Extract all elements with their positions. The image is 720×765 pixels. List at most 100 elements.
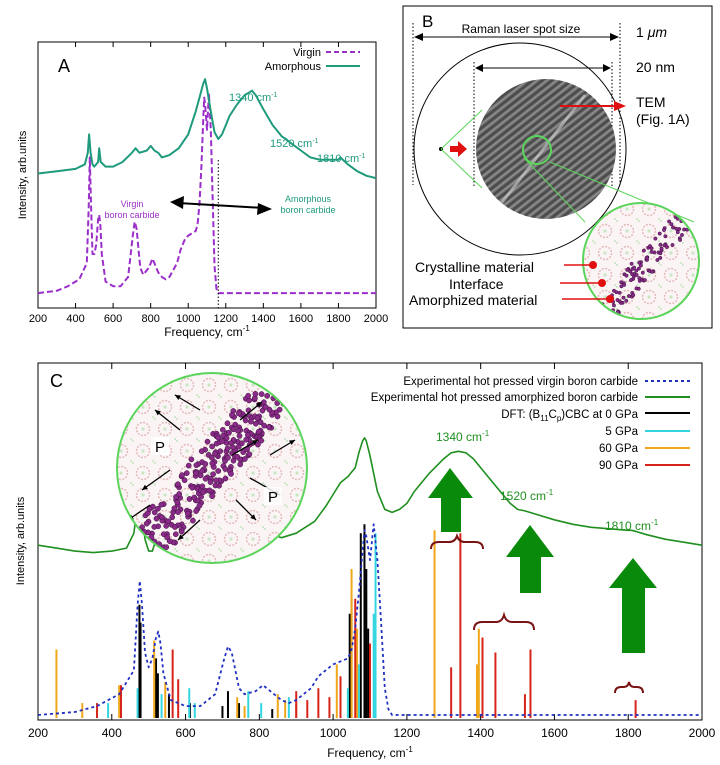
panel-c-legend: Experimental hot pressed virgin boron ca… [371, 376, 690, 472]
legend-c-virgin-label: Experimental hot pressed virgin boron ca… [403, 376, 638, 388]
amorphous-atom [207, 479, 214, 485]
amorphous-atom [595, 313, 600, 318]
brace-icon-1340 [430, 532, 484, 550]
legend-c-60gpa-label: 60 GPa [599, 443, 639, 455]
amorphous-atom [210, 471, 216, 478]
inset-atomic-image [117, 373, 307, 563]
amorphous-atom [172, 531, 179, 538]
amorphous-atom [608, 318, 613, 319]
amorphous-atom [680, 233, 684, 237]
amorphous-atom [179, 472, 185, 478]
amorphous-atom [631, 293, 636, 298]
amorphous-atom [226, 429, 232, 436]
amorphous-atom [606, 317, 610, 319]
amorphous-atom [190, 517, 196, 524]
amorphous-atom [653, 236, 658, 241]
amorphous-atom [259, 407, 266, 414]
panel-a-tick-label: 1400 [251, 313, 275, 325]
amorphous-atom [266, 406, 273, 413]
amorphous-atom [146, 506, 153, 512]
panel-a-tick-label: 1800 [326, 313, 350, 325]
amorphous-atom [245, 392, 252, 399]
amorphous-atom [188, 456, 195, 463]
panel-a-annotation-1810: 1810 cm-1 [317, 153, 366, 165]
amorphous-atom [638, 263, 643, 268]
amorphous-atom [277, 393, 284, 400]
amorphous-atom [204, 438, 211, 445]
scale-20nm-label: 20 nm [636, 59, 675, 75]
amorphous-atom [151, 524, 158, 530]
amorphous-atom [194, 497, 201, 504]
panel-a-tick-label: 600 [104, 313, 122, 325]
panel-c-dft-sticks [55, 524, 637, 718]
region-virgin-line1: Virgin [121, 199, 144, 209]
amorphous-atom [663, 234, 668, 239]
panel-c-tick-label: 200 [28, 726, 48, 740]
amorphous-atom [674, 226, 679, 231]
panel-a-series [37, 78, 377, 295]
inset-arrowhead-icon [142, 484, 148, 490]
amorphous-atom [658, 255, 663, 260]
amorphous-atom [671, 225, 675, 230]
amorphous-atom [644, 255, 649, 260]
brace-icon-1810 [614, 681, 644, 694]
panel-c-tick-label: 1200 [394, 726, 421, 740]
inset-arrowhead-icon [252, 440, 258, 445]
amorphous-atom [169, 514, 176, 521]
panel-a-tick-label: 2000 [364, 313, 388, 325]
amorphous-atom [189, 484, 196, 491]
amorphous-atom [258, 437, 265, 444]
inset-arrowhead-icon [175, 395, 181, 400]
amorphous-atom [630, 272, 635, 277]
amorphous-atom [642, 278, 647, 283]
amorphous-atom [252, 391, 259, 397]
amorphous-atom [256, 377, 263, 384]
amorphous-atom [624, 273, 629, 278]
amorphous-atom [235, 410, 242, 417]
inset-arrowhead-icon [250, 514, 256, 520]
panel-a-annotation-1340: 1340 cm-1 [229, 92, 278, 104]
amorphous-atom [679, 207, 684, 212]
panel-a-legend: Virgin Amorphous [265, 47, 360, 73]
legend-c-amorphized-label: Experimental hot pressed amorphized boro… [371, 392, 638, 404]
amorphous-atom [669, 222, 674, 227]
amorphous-atom [648, 244, 652, 249]
amorphous-atom [206, 487, 213, 494]
amorphous-atom [594, 306, 599, 311]
amorphous-atom [186, 496, 193, 502]
amorphous-atom [629, 261, 634, 266]
tem-pointer-icon [614, 101, 626, 111]
amorphous-atom [610, 313, 615, 318]
tem-zoom-circle [522, 135, 552, 165]
amorphous-atom [193, 462, 200, 469]
amorphous-atom [625, 267, 630, 272]
amorphous-atom [230, 426, 237, 433]
amorphous-atom [641, 248, 646, 253]
amorphous-atom [199, 483, 206, 490]
legend-c-5gpa-label: 5 GPa [605, 426, 638, 438]
panel-a-tick-label: 200 [29, 313, 47, 325]
amorphous-atom [624, 298, 629, 303]
amorphous-atom [611, 303, 616, 308]
amorphous-atom [596, 311, 600, 316]
inset-circle [116, 372, 308, 564]
panel-c-frame [37, 362, 703, 721]
amorphous-atom [193, 470, 200, 476]
amorphous-atom [163, 544, 170, 551]
amorphous-atom [159, 514, 165, 521]
amorphous-atom [158, 501, 165, 508]
panel-c-tick-label: 2000 [689, 726, 716, 740]
amorphous-atom [274, 400, 281, 406]
legend-virgin-label: Virgin [293, 47, 321, 59]
amorphous-atom [678, 237, 683, 242]
amorphous-atom [254, 415, 261, 422]
panel-c-tick-label: 1600 [541, 726, 568, 740]
amorphous-atom [236, 433, 243, 439]
amorphous-atom [242, 456, 248, 462]
tem-label-line1: TEM [636, 94, 666, 110]
amorphous-atom [614, 290, 619, 295]
amorphous-atom [215, 468, 222, 474]
amorphous-atom [209, 454, 215, 461]
amorphous-atom [634, 273, 639, 277]
amorphous-atom [634, 286, 639, 291]
